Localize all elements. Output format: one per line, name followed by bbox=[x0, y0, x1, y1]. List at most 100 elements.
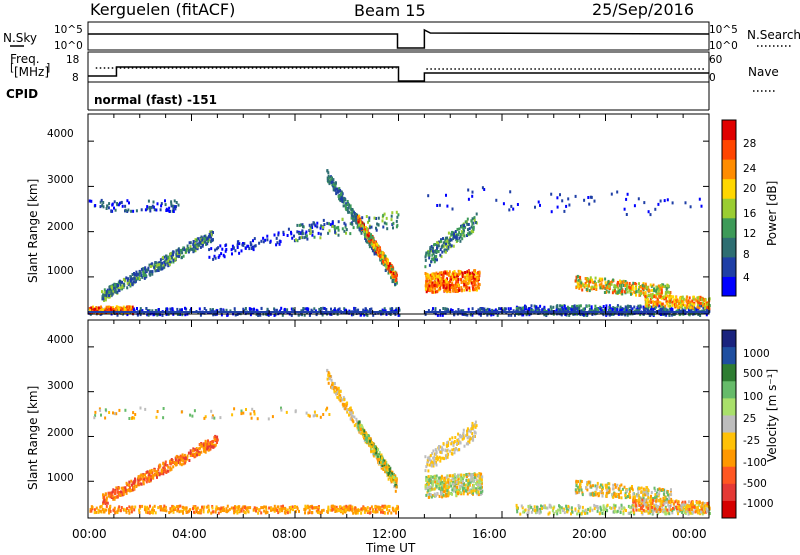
power-cell bbox=[626, 287, 628, 290]
power-cell bbox=[559, 193, 561, 196]
power-cell bbox=[370, 236, 372, 239]
power-cell bbox=[632, 282, 634, 285]
velocity-cell bbox=[306, 506, 308, 509]
power-cell bbox=[178, 248, 180, 251]
velocity-cell bbox=[215, 511, 217, 514]
power-cell bbox=[287, 234, 289, 237]
velocity-cell bbox=[165, 461, 167, 464]
power-cell bbox=[302, 232, 304, 235]
velocity-cell bbox=[124, 409, 126, 412]
power-cell bbox=[632, 285, 634, 288]
power-cell bbox=[166, 208, 168, 211]
power-cell bbox=[276, 241, 278, 244]
power-cell bbox=[586, 288, 588, 291]
power-ground-band bbox=[435, 307, 437, 310]
power-cell bbox=[172, 205, 174, 208]
power-cell bbox=[152, 270, 154, 273]
power-cell bbox=[685, 201, 687, 204]
power-ground-band bbox=[369, 308, 371, 311]
power-cell bbox=[337, 226, 339, 229]
power-cell bbox=[679, 297, 681, 300]
power-cell bbox=[336, 188, 338, 191]
power-cell bbox=[445, 251, 447, 254]
power-cell bbox=[342, 198, 344, 201]
velocity-cell bbox=[276, 509, 278, 512]
velocity-cell bbox=[99, 409, 101, 412]
power-cell bbox=[442, 237, 444, 240]
power-cell bbox=[101, 290, 103, 293]
velocity-cell bbox=[138, 509, 140, 512]
power-cell bbox=[653, 284, 655, 287]
velocity-cell bbox=[93, 416, 95, 419]
velocity-cell bbox=[229, 508, 231, 511]
power-cell bbox=[560, 308, 562, 311]
power-cell bbox=[145, 274, 147, 277]
power-cell bbox=[575, 286, 577, 289]
velocity-cell bbox=[117, 488, 119, 491]
power-cell bbox=[169, 210, 171, 213]
power-cell bbox=[331, 176, 333, 179]
power-cell bbox=[476, 213, 478, 216]
velocity-cell bbox=[152, 474, 154, 477]
power-cell bbox=[620, 306, 622, 309]
velocity-cell bbox=[140, 407, 142, 410]
velocity-cell bbox=[134, 506, 136, 509]
power-cell bbox=[451, 244, 453, 247]
power-cell bbox=[556, 196, 558, 199]
velocity-cell bbox=[157, 473, 159, 476]
power-cell bbox=[188, 249, 190, 252]
power-cell bbox=[354, 219, 356, 222]
velocity-cell bbox=[120, 490, 122, 493]
velocity-cell bbox=[258, 508, 260, 511]
velocity-cell bbox=[117, 495, 119, 498]
velocity-cell bbox=[218, 507, 220, 510]
power-cell bbox=[347, 209, 349, 212]
velocity-cell bbox=[172, 465, 174, 468]
power-cell bbox=[376, 243, 378, 246]
velocity-cell bbox=[186, 511, 188, 514]
power-ground-band bbox=[481, 307, 483, 310]
power-cell bbox=[155, 261, 157, 264]
power-cell bbox=[701, 298, 703, 301]
power-cell bbox=[534, 206, 536, 209]
power-cell bbox=[221, 248, 223, 251]
power-ground-band bbox=[391, 307, 393, 310]
velocity-cell bbox=[100, 510, 102, 513]
power-cell bbox=[466, 270, 468, 273]
power-cell bbox=[108, 286, 110, 289]
velocity-cell bbox=[190, 449, 192, 452]
power-cell bbox=[143, 272, 145, 275]
power-cell bbox=[309, 224, 311, 227]
power-cell bbox=[106, 291, 108, 294]
power-ground-band bbox=[158, 308, 160, 311]
velocity-cell bbox=[286, 411, 288, 414]
power-cell bbox=[189, 241, 191, 244]
power-cell bbox=[477, 285, 479, 288]
power-cell bbox=[608, 291, 610, 294]
power-cell bbox=[698, 307, 700, 310]
power-cell bbox=[441, 251, 443, 254]
power-cell bbox=[550, 193, 552, 196]
power-cell bbox=[612, 279, 614, 282]
power-cell bbox=[472, 285, 474, 288]
velocity-cell bbox=[207, 446, 209, 449]
power-cell bbox=[255, 244, 257, 247]
velocity-cell bbox=[154, 469, 156, 472]
power-cell bbox=[626, 284, 628, 287]
power-cell bbox=[304, 236, 306, 239]
power-cell bbox=[117, 284, 119, 287]
power-cell bbox=[427, 254, 429, 257]
velocity-cell bbox=[308, 414, 310, 417]
power-cell bbox=[351, 208, 353, 211]
velocity-cell bbox=[213, 445, 215, 448]
velocity-cell bbox=[164, 509, 166, 512]
velocity-cell bbox=[340, 399, 342, 402]
power-cell bbox=[675, 296, 677, 299]
power-cell bbox=[208, 256, 210, 259]
velocity-cell bbox=[247, 509, 249, 512]
power-ground-band bbox=[444, 307, 446, 310]
power-cell bbox=[452, 208, 454, 211]
power-cell bbox=[558, 308, 560, 311]
power-cell bbox=[212, 231, 214, 234]
power-cell bbox=[250, 244, 252, 247]
